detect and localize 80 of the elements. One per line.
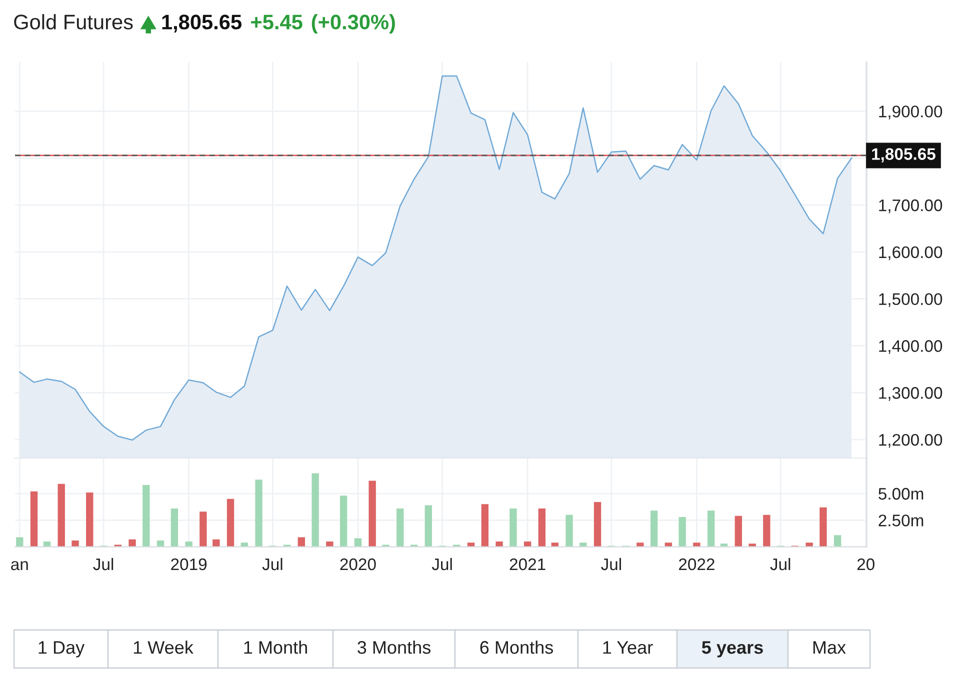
bar — [496, 542, 503, 547]
x-tick-label: an — [11, 561, 28, 570]
bar — [510, 508, 517, 547]
y-tick-label: 5.00m — [878, 488, 924, 500]
x-tick-label: Jul — [262, 558, 282, 570]
bar — [664, 542, 672, 547]
bar — [424, 505, 432, 547]
bar — [43, 542, 51, 547]
bar — [30, 491, 38, 547]
ref-line-label: 1,805.65 — [872, 148, 936, 162]
bar — [156, 540, 164, 547]
bar — [298, 537, 305, 547]
y-tick-label: 2.50m — [878, 514, 924, 526]
bar — [368, 480, 376, 547]
bar — [481, 504, 489, 547]
x-tick-label: Jul — [432, 558, 452, 570]
x-tick-label: 2021 — [510, 558, 546, 570]
bar — [748, 544, 756, 547]
bar — [538, 508, 546, 547]
y-tick-label: 1,300.00 — [879, 387, 942, 401]
bar — [734, 516, 742, 547]
bar — [720, 544, 728, 547]
y-tick-label: 1,700.00 — [879, 199, 942, 214]
bar — [255, 480, 262, 547]
bar — [467, 542, 475, 547]
bar — [326, 542, 334, 547]
text: +5.45 — [251, 14, 302, 30]
text: 1 Week — [134, 640, 194, 654]
bar — [678, 516, 686, 547]
y-tick-label: 1,600.00 — [879, 246, 942, 260]
bar — [806, 542, 813, 547]
text: 1 Year — [603, 641, 653, 654]
text: 5 years — [702, 641, 763, 658]
bar — [820, 507, 827, 547]
text: 1,805.65 — [162, 14, 242, 32]
bar — [636, 542, 644, 547]
text: 6 Months — [480, 640, 553, 654]
bar — [312, 473, 319, 547]
bar — [707, 510, 715, 547]
bar — [693, 542, 700, 547]
bar — [58, 484, 65, 547]
x-tick-label: 2022 — [679, 558, 714, 570]
text: Max — [813, 641, 846, 654]
bar — [551, 542, 558, 547]
x-tick-label: Jul — [93, 558, 114, 570]
bar — [142, 484, 150, 547]
text: (+0.30%) — [312, 14, 395, 34]
bar — [834, 535, 842, 547]
chart-title: Gold Futures — [14, 14, 133, 30]
bar — [128, 539, 136, 547]
bar — [170, 508, 178, 547]
bar — [226, 498, 234, 547]
bar — [86, 492, 94, 547]
bar — [200, 512, 207, 547]
x-tick-label: 2020 — [340, 558, 376, 570]
bar — [594, 502, 602, 547]
bar — [185, 542, 192, 547]
y-tick-label: 1,500.00 — [879, 293, 942, 308]
x-tick-label: 20 — [857, 558, 874, 570]
text: 1 Month — [244, 640, 307, 654]
x-tick-label: Jul — [601, 558, 621, 570]
y-tick-label: 1,900.00 — [879, 106, 942, 120]
x-tick-label: Jul — [770, 558, 790, 570]
y-tick-label: 1,200.00 — [879, 434, 942, 448]
bar — [354, 538, 362, 547]
bar — [16, 537, 24, 547]
bar — [580, 542, 587, 547]
bar — [340, 496, 348, 547]
bar — [763, 514, 770, 547]
text: 1 Day — [38, 641, 85, 658]
x-tick-label: 2019 — [171, 558, 207, 570]
bar — [650, 510, 658, 547]
bar — [566, 514, 573, 547]
bar — [396, 508, 404, 547]
bar — [72, 540, 79, 547]
bar — [524, 542, 532, 547]
bar — [212, 539, 220, 547]
y-tick-label: 1,400.00 — [879, 340, 942, 354]
text: 3 Months — [358, 640, 430, 654]
bar — [240, 542, 248, 547]
